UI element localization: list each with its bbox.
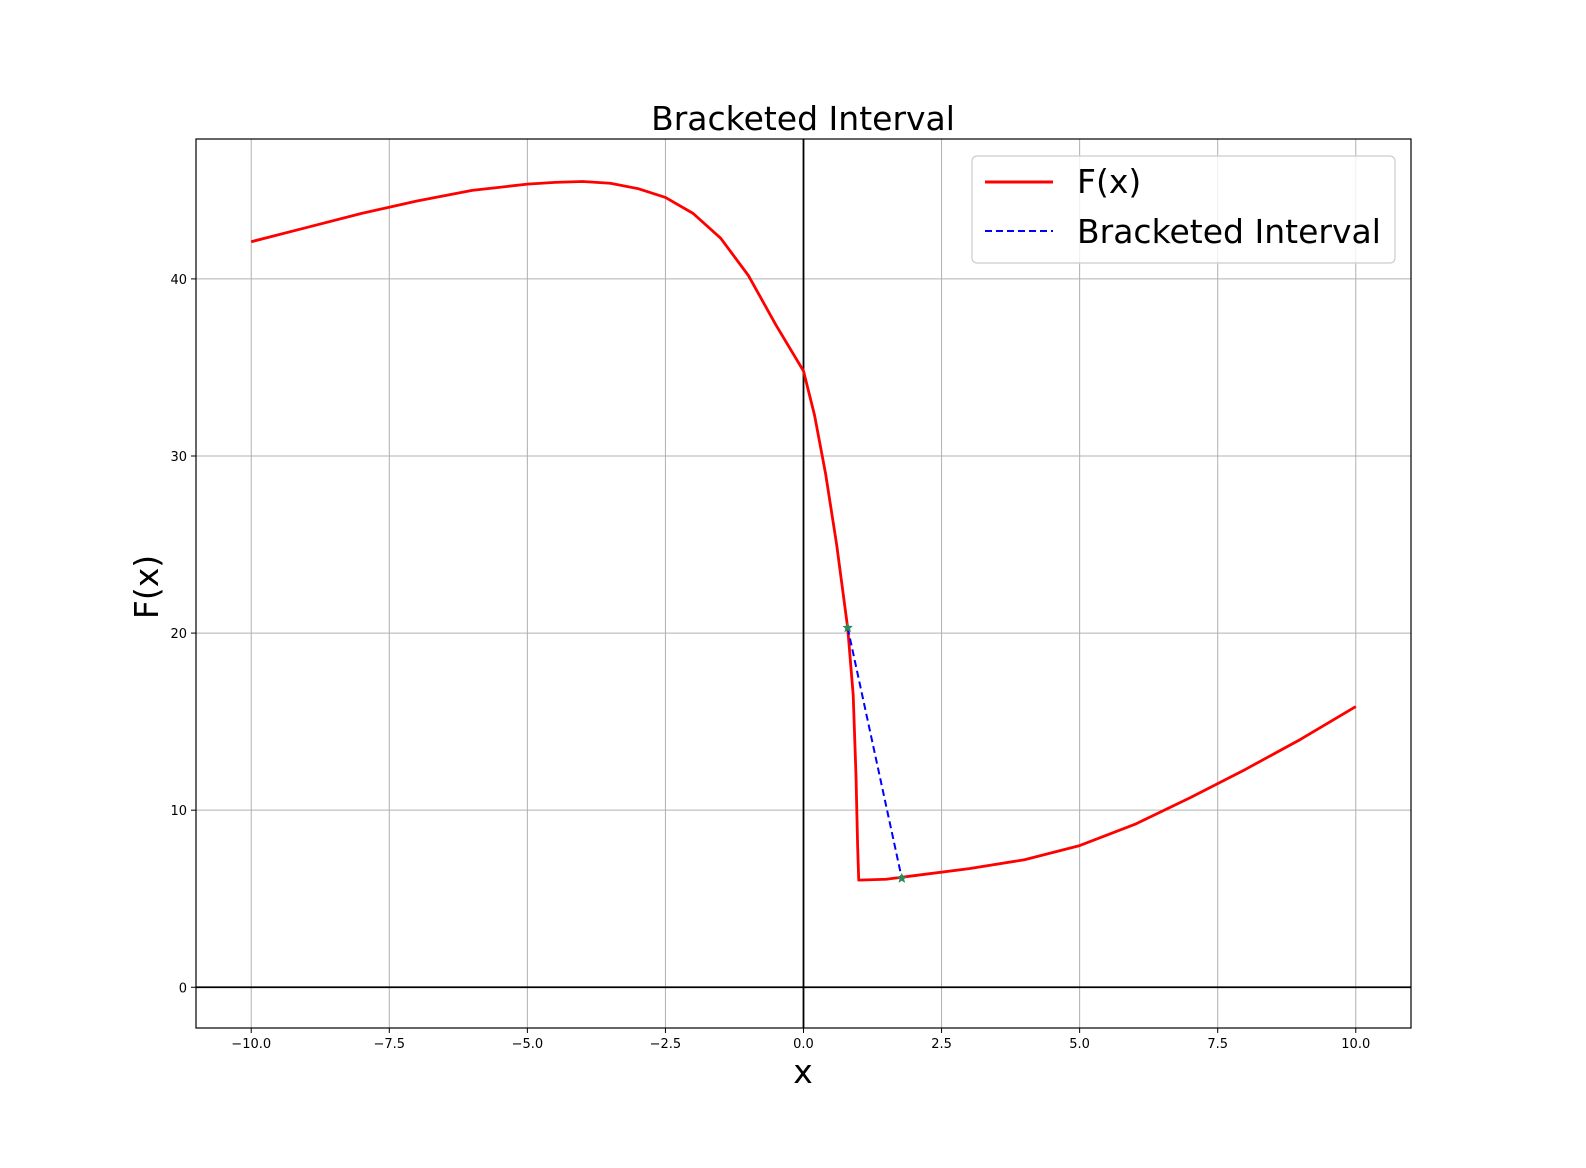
legend: F(x) Bracketed Interval [971, 155, 1396, 264]
x-axis-ticks: −10.0 −7.5 −5.0 −2.5 0.0 2.5 5.0 7.5 10.0 [231, 1028, 1370, 1052]
x-tick-label: −5.0 [512, 1037, 544, 1052]
x-tick-label: 0.0 [793, 1037, 814, 1052]
y-tick-label: 20 [170, 627, 187, 642]
x-tick-label: 7.5 [1207, 1037, 1228, 1052]
legend-label-bracketed-interval: Bracketed Interval [1077, 212, 1381, 251]
y-tick-label: 10 [170, 804, 187, 819]
series-line-bracketed-interval [846, 627, 903, 879]
y-axis-ticks: 0 10 20 30 40 [170, 273, 196, 996]
x-tick-label: −2.5 [650, 1037, 682, 1052]
legend-box [971, 155, 1396, 264]
legend-label-fx: F(x) [1077, 162, 1141, 201]
x-tick-label: 2.5 [931, 1037, 952, 1052]
series-line-fx [250, 180, 1357, 882]
reference-lines [196, 139, 1411, 1028]
y-tick-label: 30 [170, 450, 187, 465]
y-tick-label: 0 [179, 981, 187, 996]
x-tick-label: −7.5 [374, 1037, 406, 1052]
x-axis-label: x [793, 1052, 813, 1091]
bracket-markers [842, 622, 908, 883]
y-tick-label: 40 [170, 273, 187, 288]
plot-series [250, 180, 1357, 882]
chart-title: Bracketed Interval [651, 99, 955, 138]
y-axis-label: F(x) [127, 555, 166, 619]
x-tick-label: 10.0 [1341, 1037, 1370, 1052]
x-tick-label: 5.0 [1069, 1037, 1090, 1052]
x-tick-label: −10.0 [231, 1037, 271, 1052]
bracket-endpoint-marker [842, 622, 854, 633]
bracket-endpoint-marker [896, 872, 908, 883]
